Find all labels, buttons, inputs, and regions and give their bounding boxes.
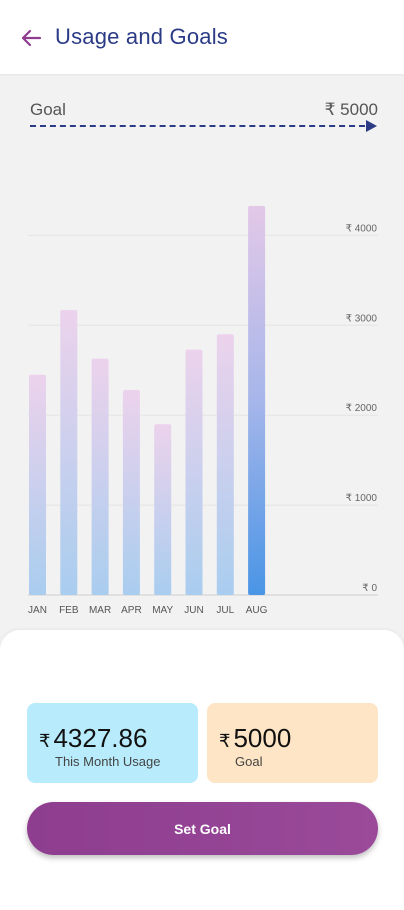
usage-card: ₹ 4327.86 This Month Usage [27, 703, 198, 783]
bar-apr[interactable] [122, 390, 140, 595]
usage-caption: This Month Usage [55, 754, 161, 769]
goal-caption: Goal [235, 754, 263, 769]
bar-mar[interactable] [91, 358, 109, 595]
y-tick-label: ₹ 0 [362, 583, 377, 594]
bar-jun[interactable] [185, 349, 203, 595]
x-tick-label: APR [121, 605, 142, 616]
x-tick-label: JUL [216, 605, 234, 616]
x-tick-label: MAR [89, 605, 111, 616]
usage-currency: ₹ [39, 731, 51, 751]
goal-indicator: Goal ₹ 5000 [30, 100, 378, 122]
page-title: Usage and Goals [55, 24, 228, 49]
goal-amount: ₹ 5000 [219, 723, 291, 754]
x-tick-label: AUG [246, 605, 268, 616]
goal-arrow-icon [366, 120, 377, 132]
x-tick-label: FEB [59, 605, 79, 616]
goal-currency: ₹ [219, 731, 231, 751]
bar-jan[interactable] [29, 374, 46, 595]
usage-bar-chart: JAN FEB MAR APR MAY JUN JUL AUG ₹ 0 ₹ 1000 ₹ 2000… [28, 205, 378, 616]
goal-line-value: ₹ 5000 [324, 100, 378, 119]
bar-feb[interactable] [60, 310, 78, 595]
back-button[interactable] [14, 22, 48, 54]
x-tick-label: MAY [152, 605, 173, 616]
goal-card: ₹ 5000 Goal [207, 703, 378, 783]
goal-line-label: Goal [30, 100, 66, 119]
app-bar: Usage and Goals [0, 0, 404, 74]
bar-jul[interactable] [216, 334, 234, 595]
y-tick-label: ₹ 2000 [346, 403, 378, 414]
goal-dashed-line [30, 125, 375, 127]
y-tick-label: ₹ 3000 [346, 313, 378, 324]
bar-aug[interactable] [248, 205, 266, 595]
y-tick-label: ₹ 4000 [346, 223, 378, 234]
usage-amount-value: 4327.86 [53, 723, 148, 753]
goal-amount-value: 5000 [233, 723, 292, 753]
usage-amount: ₹ 4327.86 [39, 723, 147, 754]
y-tick-label: ₹ 1000 [346, 493, 378, 504]
x-tick-label: JAN [28, 605, 47, 616]
arrow-left-icon [21, 29, 42, 47]
bar-may[interactable] [154, 424, 172, 595]
set-goal-button[interactable]: Set Goal [27, 802, 378, 855]
x-tick-label: JUN [184, 605, 203, 616]
